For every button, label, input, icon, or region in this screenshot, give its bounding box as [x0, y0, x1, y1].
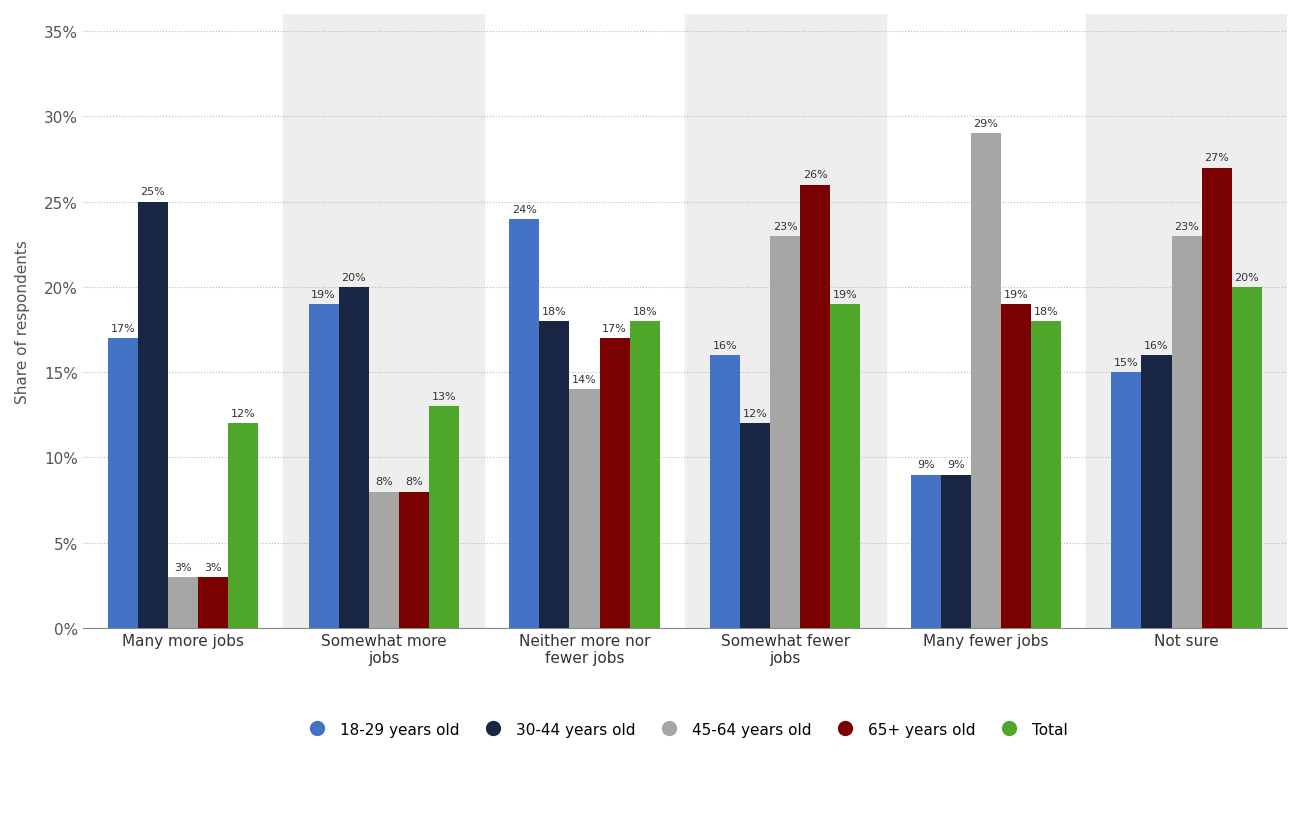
Bar	[801, 185, 831, 629]
Bar	[685, 15, 885, 629]
Bar	[539, 322, 569, 629]
Text: 14%: 14%	[572, 375, 596, 385]
Bar	[1031, 322, 1061, 629]
Bar	[428, 407, 460, 629]
Bar	[710, 356, 740, 629]
Text: 9%: 9%	[917, 460, 935, 470]
Text: 27%: 27%	[1204, 153, 1229, 163]
Bar	[368, 492, 398, 629]
Bar	[910, 475, 941, 629]
Bar	[569, 390, 600, 629]
Bar	[1086, 15, 1286, 629]
Text: 23%: 23%	[1174, 222, 1199, 232]
Text: 9%: 9%	[947, 460, 965, 470]
Text: 18%: 18%	[633, 307, 658, 317]
Text: 15%: 15%	[1115, 357, 1139, 368]
Text: 29%: 29%	[974, 119, 999, 129]
Bar	[228, 423, 258, 629]
Text: 19%: 19%	[311, 289, 336, 299]
Bar	[740, 423, 771, 629]
Bar	[309, 304, 339, 629]
Text: 26%: 26%	[803, 170, 828, 180]
Bar	[339, 288, 368, 629]
Bar	[108, 338, 138, 629]
Text: 13%: 13%	[432, 392, 456, 402]
Text: 20%: 20%	[341, 272, 366, 283]
Text: 25%: 25%	[141, 187, 165, 198]
Bar	[198, 577, 228, 629]
Bar	[1112, 373, 1142, 629]
Text: 16%: 16%	[1144, 341, 1169, 351]
Text: 19%: 19%	[833, 289, 858, 299]
Text: 24%: 24%	[512, 204, 536, 214]
Text: 18%: 18%	[542, 307, 566, 317]
Y-axis label: Share of respondents: Share of respondents	[16, 240, 30, 404]
Bar	[771, 237, 801, 629]
Bar	[1142, 356, 1172, 629]
Text: 12%: 12%	[742, 409, 767, 418]
Text: 17%: 17%	[111, 323, 135, 333]
Bar	[1001, 304, 1031, 629]
Text: 8%: 8%	[405, 477, 423, 487]
Text: 19%: 19%	[1004, 289, 1029, 299]
Text: 17%: 17%	[603, 323, 628, 333]
Text: 23%: 23%	[773, 222, 798, 232]
Bar	[630, 322, 660, 629]
Text: 18%: 18%	[1034, 307, 1059, 317]
Legend: 18-29 years old, 30-44 years old, 45-64 years old, 65+ years old, Total: 18-29 years old, 30-44 years old, 45-64 …	[296, 715, 1074, 743]
Bar	[831, 304, 861, 629]
Text: 12%: 12%	[230, 409, 255, 418]
Bar	[941, 475, 971, 629]
Bar	[971, 134, 1001, 629]
Text: 8%: 8%	[375, 477, 393, 487]
Bar	[138, 203, 168, 629]
Text: 3%: 3%	[204, 562, 223, 572]
Bar	[1172, 237, 1202, 629]
Bar	[509, 219, 539, 629]
Bar	[600, 338, 630, 629]
Text: 20%: 20%	[1234, 272, 1259, 283]
Text: 16%: 16%	[712, 341, 737, 351]
Bar	[1232, 288, 1262, 629]
Text: 3%: 3%	[174, 562, 191, 572]
Bar	[1202, 169, 1232, 629]
Bar	[168, 577, 198, 629]
Bar	[284, 15, 484, 629]
Bar	[398, 492, 428, 629]
